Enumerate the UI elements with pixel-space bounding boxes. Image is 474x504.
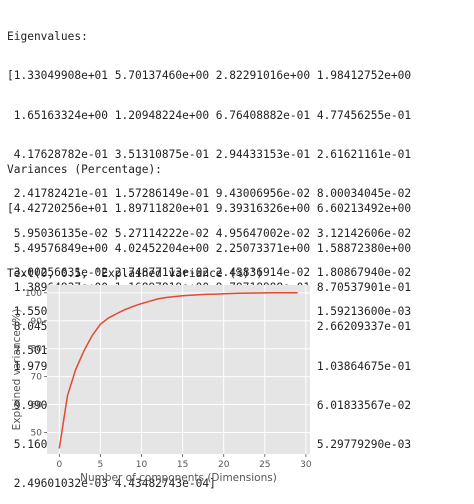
var-line: [4.42720256e+01 1.89711820e+01 9.3931632… [7,202,411,215]
y-tick-label: 60 [31,401,43,411]
var-line: 5.49576849e+00 4.02452204e+00 2.25073371… [7,242,411,255]
y-tick-label: 100 [25,289,42,299]
x-tick-label: 10 [136,460,148,470]
y-tick-label: 90 [31,317,43,327]
var-header: Variances (Percentage): [7,163,411,176]
y-tick-label: 80 [31,345,43,355]
y-tick-label: 70 [31,373,43,383]
x-tick-label: 20 [218,460,230,470]
x-tick-label: 30 [300,460,312,470]
explained-variance-chart: 0 5 10 15 20 25 30 50 60 70 80 90 100 Number of compo… [0,282,474,490]
x-tick-label: 0 [56,460,62,470]
x-tick-label: 25 [259,460,270,470]
y-axis-label: Explained variance (%) [11,309,23,431]
eigen-line: [1.33049908e+01 5.70137460e+00 2.8229101… [7,69,411,82]
text-repr-output: Text(0, 0.5, 'Explained variance (%)') [7,267,263,280]
plot-background [47,285,310,454]
x-tick-label: 5 [98,460,104,470]
y-tick-label: 50 [31,428,43,438]
eigen-header: Eigenvalues: [7,30,411,43]
x-axis-label: Number of components (Dimensions) [80,472,277,484]
eigen-line: 1.65163324e+00 1.20948224e+00 6.76408882… [7,109,411,122]
x-tick-label: 15 [177,460,188,470]
